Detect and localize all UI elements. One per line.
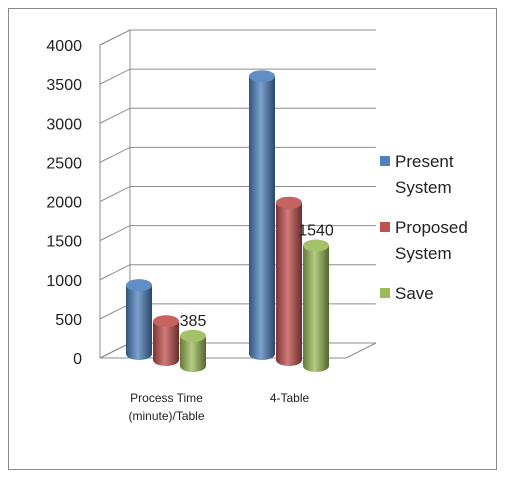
- bar-cylinder-top: [180, 329, 206, 342]
- category-label: Process Time: [130, 391, 203, 405]
- y-tick-label: 3500: [46, 77, 82, 94]
- legend-swatch: [380, 288, 390, 298]
- x-axis: Process Time (minute)/Table 4-Table: [128, 391, 309, 423]
- legend-entry-label: Present: [395, 152, 454, 171]
- bars: [126, 70, 329, 372]
- data-label: 1540: [298, 222, 334, 239]
- y-tick-label: 2500: [46, 155, 82, 172]
- gridline: [99, 225, 376, 242]
- y-tick-label: 1000: [46, 273, 82, 290]
- bar-cylinder-top: [153, 315, 179, 328]
- legend-swatch: [380, 156, 390, 166]
- y-tick-label: 2000: [46, 195, 82, 212]
- gridline: [99, 264, 376, 281]
- bar-cylinder: [303, 245, 329, 372]
- bar-cylinder: [180, 335, 206, 372]
- bar-cylinder-top: [303, 239, 329, 252]
- bar-cylinder: [249, 76, 275, 361]
- data-labels: 385 1540: [180, 222, 334, 329]
- legend: Present System Proposed System Save: [380, 152, 468, 303]
- legend-entry-label: System: [395, 178, 452, 197]
- legend-entry-label: Proposed: [395, 218, 468, 237]
- legend-entry-label: System: [395, 244, 452, 263]
- bar-cylinder-top: [126, 279, 152, 292]
- bar-cylinder-top: [276, 196, 302, 209]
- legend-entry-label: Save: [395, 284, 434, 303]
- data-label: 385: [180, 313, 207, 330]
- y-tick-label: 3000: [46, 116, 82, 133]
- gridline: [99, 146, 376, 163]
- gridline: [99, 107, 376, 124]
- y-tick-label: 0: [73, 351, 82, 368]
- gridline: [99, 186, 376, 202]
- bar-cylinder-top: [249, 70, 275, 83]
- legend-swatch: [380, 222, 390, 232]
- bar-cylinder: [276, 202, 302, 366]
- y-tick-label: 500: [55, 312, 82, 329]
- bar-cylinder: [126, 285, 152, 360]
- gridline: [99, 68, 376, 85]
- y-tick-label: 4000: [46, 38, 82, 55]
- gridline: [99, 29, 376, 46]
- y-tick-label: 1500: [46, 234, 82, 251]
- category-label: 4-Table: [270, 391, 310, 405]
- bar-cylinder: [153, 321, 179, 366]
- category-label: (minute)/Table: [128, 409, 204, 423]
